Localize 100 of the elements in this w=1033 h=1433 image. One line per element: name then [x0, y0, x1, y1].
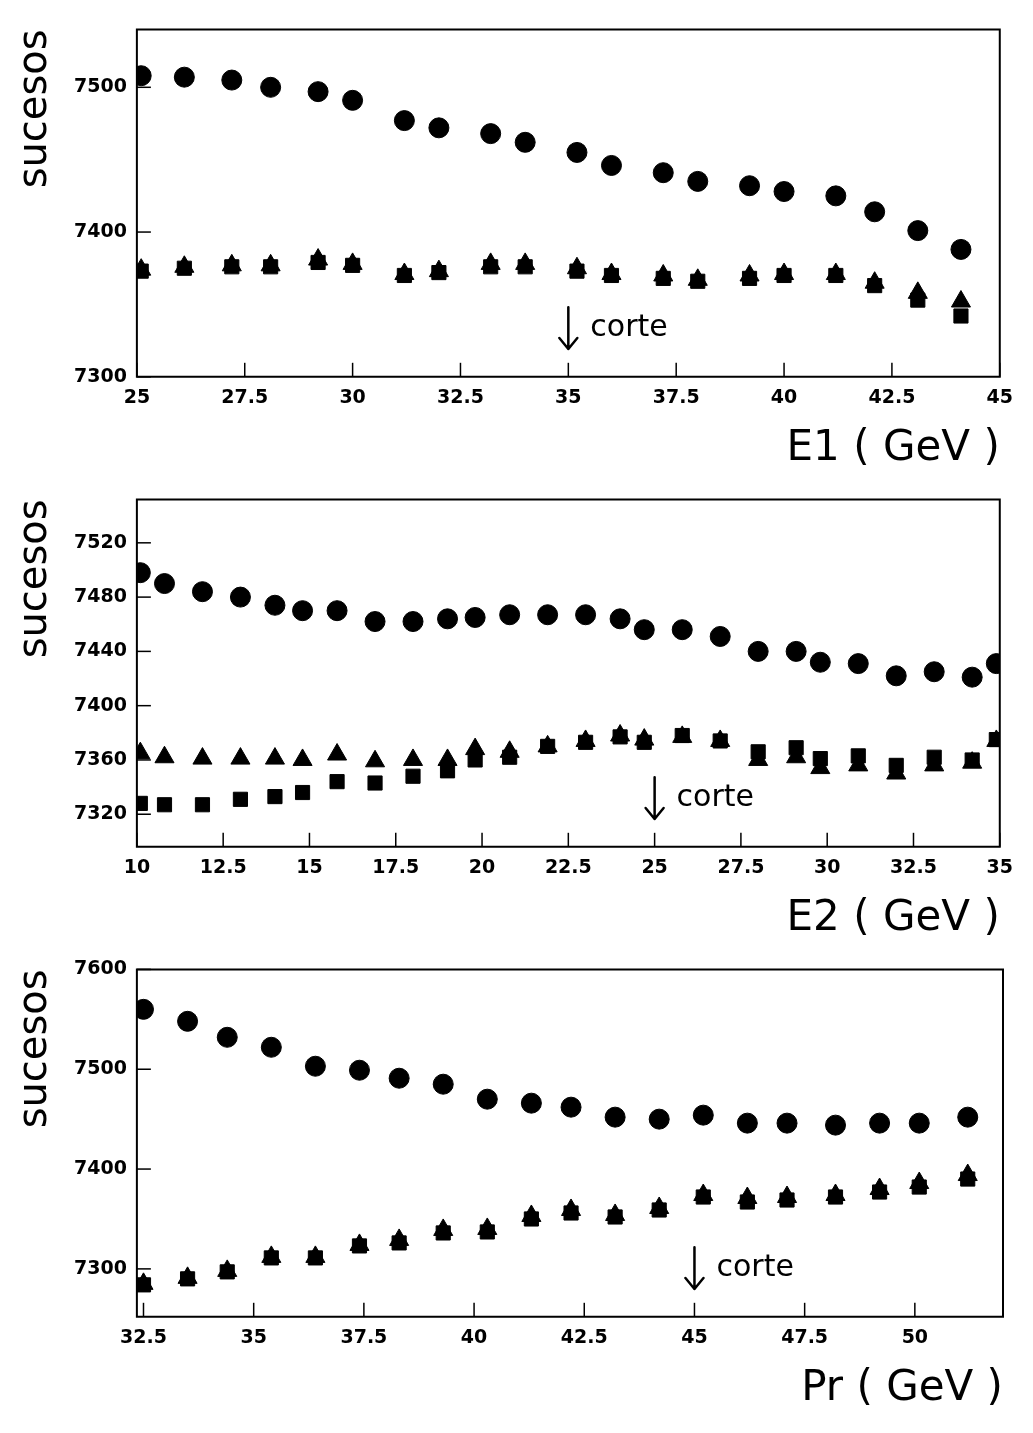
x-tick-label: 45: [986, 385, 1014, 408]
point: [747, 640, 769, 662]
x-tick-label: 12.5: [199, 855, 247, 878]
point: [869, 1112, 891, 1134]
y-axis-title: sucesos: [9, 969, 56, 1129]
point: [575, 604, 597, 626]
y-tick-label: 7480: [73, 584, 127, 607]
y-tick-label: 7400: [73, 1155, 127, 1178]
x-tick-label: 40: [460, 1325, 488, 1348]
y-tick-label: 7520: [73, 529, 127, 552]
point: [260, 1036, 282, 1058]
x-axis-title: E2 ( GeV ): [786, 890, 1000, 940]
point: [329, 774, 345, 790]
point: [739, 175, 761, 197]
point: [216, 1026, 238, 1048]
point: [221, 69, 243, 91]
y-tick-label: 7300: [73, 363, 127, 386]
point: [153, 573, 175, 595]
point: [156, 797, 173, 813]
point: [292, 600, 314, 622]
x-tick-label: 40: [770, 385, 798, 408]
point: [294, 784, 311, 801]
point: [480, 123, 502, 145]
y-tick-label: 7400: [73, 218, 127, 241]
point: [388, 1067, 410, 1089]
point: [736, 1112, 758, 1134]
point: [367, 775, 383, 791]
x-tick-label: 45: [681, 1325, 708, 1348]
point: [907, 220, 929, 242]
point: [809, 651, 831, 673]
point: [957, 1106, 979, 1128]
point: [825, 185, 847, 207]
point: [173, 66, 195, 88]
point: [885, 665, 907, 687]
x-tick-label: 37.5: [652, 385, 700, 408]
point: [177, 1010, 199, 1032]
y-tick-label: 7500: [73, 74, 127, 97]
y-tick-label: 7400: [73, 692, 127, 715]
y-tick-label: 7320: [73, 801, 127, 824]
y-axis-title: sucesos: [9, 499, 56, 659]
x-tick-label: 20: [468, 855, 496, 878]
y-axis-title: sucesos: [9, 29, 56, 189]
x-tick-label: 35: [555, 385, 582, 408]
x-tick-label: 22.5: [544, 855, 592, 878]
point: [260, 76, 282, 98]
point: [364, 611, 386, 633]
point: [923, 661, 945, 683]
y-tick-label: 7360: [73, 746, 127, 769]
point: [633, 619, 655, 641]
point: [342, 89, 364, 111]
point: [405, 768, 421, 784]
point: [709, 625, 731, 647]
point: [776, 1112, 798, 1134]
x-tick-label: 42.5: [560, 1325, 608, 1348]
point: [652, 162, 674, 184]
point: [326, 600, 348, 622]
point: [402, 611, 424, 633]
point: [232, 791, 248, 807]
y-tick-label: 7300: [73, 1255, 127, 1278]
x-tick-label: 32.5: [120, 1325, 167, 1348]
point: [499, 604, 521, 626]
x-tick-label: 25: [641, 855, 668, 878]
point: [264, 594, 286, 616]
x-tick-label: 27.5: [717, 855, 765, 878]
x-tick-label: 32.5: [890, 855, 937, 878]
point: [307, 81, 329, 103]
point: [953, 308, 969, 324]
point: [229, 586, 251, 608]
point: [304, 1055, 326, 1077]
point: [520, 1092, 542, 1114]
point: [864, 201, 886, 223]
point: [191, 581, 213, 603]
point: [687, 170, 709, 192]
ref-line-label: corte: [590, 307, 668, 343]
point: [847, 653, 869, 675]
point: [194, 797, 211, 813]
point: [514, 131, 536, 153]
x-tick-label: 27.5: [221, 385, 269, 408]
x-tick-label: 37.5: [340, 1325, 388, 1348]
y-tick-label: 7500: [73, 1056, 127, 1079]
point: [825, 1114, 847, 1136]
point: [671, 619, 693, 641]
point: [393, 110, 415, 132]
x-axis-title: E1 ( GeV ): [786, 420, 1000, 470]
x-tick-label: 15: [296, 855, 323, 878]
y-tick-label: 7440: [73, 638, 127, 661]
point: [908, 1112, 930, 1134]
point: [950, 238, 972, 260]
point: [604, 1106, 626, 1128]
point: [648, 1108, 670, 1130]
x-tick-label: 35: [986, 855, 1014, 878]
point: [560, 1096, 582, 1118]
point: [537, 604, 559, 626]
ref-line-label: corte: [676, 777, 755, 813]
point: [464, 606, 486, 628]
point: [348, 1059, 370, 1081]
x-tick-label: 30: [339, 385, 366, 408]
point: [428, 117, 450, 139]
x-tick-label: 35: [240, 1325, 267, 1348]
ref-line-label: corte: [716, 1247, 794, 1283]
